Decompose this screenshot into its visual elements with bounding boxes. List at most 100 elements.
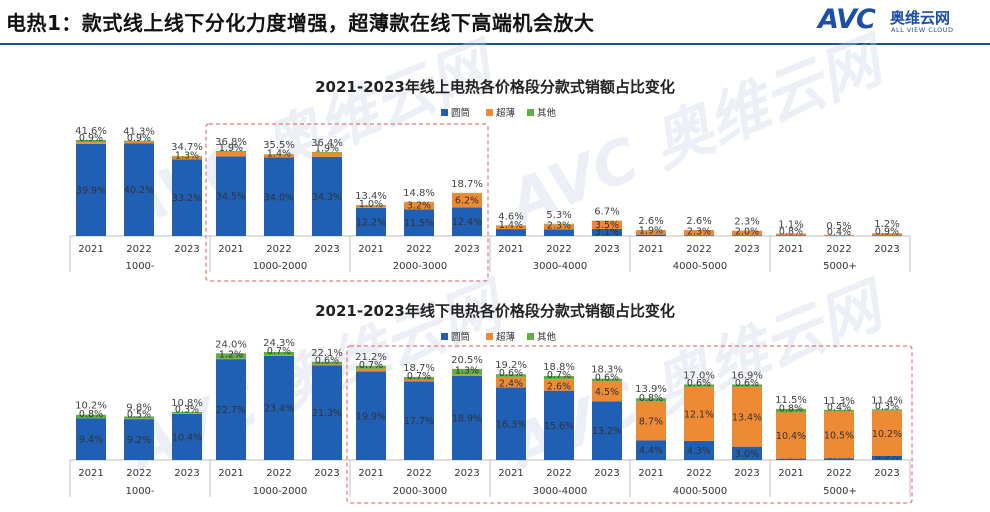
bar-segment-1: [312, 364, 342, 366]
year-tick-label: 2023: [454, 244, 479, 255]
bar-segment-0: [636, 440, 666, 460]
segment-label: 39.9%: [76, 185, 106, 196]
bar-segment-0: [824, 458, 854, 460]
total-label: 5.3%: [546, 210, 571, 221]
total-label: 24.3%: [263, 338, 295, 349]
legend-swatch-1: [486, 109, 493, 116]
bar-segment-1: [76, 142, 106, 144]
bar-segment-1: [824, 234, 854, 236]
total-label: 22.1%: [311, 348, 343, 359]
bar-segment-2: [452, 368, 482, 375]
segment-label: 4.3%: [687, 446, 711, 457]
bar-segment-0: [312, 156, 342, 236]
bar-segment-1: [732, 387, 762, 447]
segment-label: 10.4%: [776, 431, 806, 442]
total-label: 18.8%: [543, 362, 575, 373]
segment-label: 13.4%: [732, 412, 762, 423]
logo-mark: AVC: [818, 4, 876, 35]
segment-label: 21.3%: [312, 408, 342, 419]
total-label: 36.4%: [311, 138, 343, 149]
year-tick-label: 2021: [638, 468, 663, 479]
year-tick-label: 2022: [826, 244, 851, 255]
bar-segment-1: [684, 230, 714, 236]
segment-label: 1.4%: [267, 149, 291, 160]
year-tick-label: 2023: [874, 244, 899, 255]
year-tick-label: 2021: [218, 468, 243, 479]
segment-label: 0.8%: [639, 393, 663, 404]
segment-label: 0.6%: [315, 355, 339, 366]
total-label: 9.8%: [126, 402, 151, 413]
bar-segment-2: [356, 365, 386, 369]
segment-label: 1.3%: [175, 150, 199, 161]
bar-segment-0: [264, 356, 294, 460]
segment-label: 0.8%: [779, 227, 803, 238]
total-label: 11.5%: [775, 395, 807, 406]
bar-segment-2: [592, 378, 622, 382]
year-tick-label: 2021: [778, 468, 803, 479]
bar-segment-0: [544, 390, 574, 460]
year-tick-label: 2021: [78, 468, 103, 479]
legend-label-1: 超薄: [496, 107, 516, 119]
year-tick-label: 2021: [218, 244, 243, 255]
segment-label: 0.6%: [687, 378, 711, 389]
segment-label: 17.7%: [404, 416, 434, 427]
group-label: 5000+: [823, 261, 857, 272]
segment-label: 9.2%: [127, 435, 151, 446]
year-tick-label: 2022: [546, 468, 571, 479]
total-label: 18.7%: [451, 179, 483, 190]
segment-label: 19.9%: [356, 411, 386, 422]
bar-segment-1: [404, 380, 434, 382]
group-label: 3000-4000: [533, 486, 588, 497]
segment-label: 15.6%: [544, 421, 574, 432]
bar-segment-0: [872, 456, 902, 460]
bar-segment-0: [312, 365, 342, 460]
bar-segment-2: [824, 409, 854, 412]
segment-label: 0.9%: [127, 133, 151, 144]
group-label: 2000-3000: [393, 261, 448, 272]
total-label: 10.8%: [171, 398, 203, 409]
total-label: 18.3%: [591, 365, 623, 376]
bar-segment-0: [76, 143, 106, 236]
segment-label: 2.3%: [547, 221, 571, 232]
segment-label: 0.7%: [547, 370, 571, 381]
bar-segment-1: [356, 368, 386, 372]
bar-segment-0: [776, 458, 806, 460]
year-tick-label: 2022: [126, 468, 151, 479]
bar-segment-1: [356, 205, 386, 208]
segment-label: 10.4%: [172, 432, 202, 443]
segment-label: 8.7%: [639, 417, 663, 428]
segment-label: 13.2%: [592, 426, 622, 437]
highlight-box: [346, 345, 913, 504]
bar-segment-0: [544, 229, 574, 236]
total-label: 17.0%: [683, 370, 715, 381]
bar-segment-0: [124, 143, 154, 236]
segment-label: 0.4%: [827, 403, 851, 414]
segment-label: 3.5%: [595, 220, 619, 231]
segment-label: 10.2%: [872, 429, 902, 440]
bar-segment-2: [216, 151, 246, 152]
bar-segment-1: [264, 355, 294, 356]
segment-label: 6.2%: [455, 196, 479, 207]
total-label: 21.2%: [355, 352, 387, 363]
group-label: 1000-2000: [253, 261, 308, 272]
bar-segment-1: [592, 220, 622, 229]
year-tick-label: 2023: [174, 244, 199, 255]
group-label: 1000-2000: [253, 486, 308, 497]
total-label: 4.6%: [498, 211, 523, 222]
legend-swatch-0: [441, 109, 448, 116]
year-tick-label: 2022: [406, 244, 431, 255]
bar-segment-0: [216, 359, 246, 460]
chart-title: 2021-2023年线上电热各价格段分款式销额占比变化: [315, 78, 675, 96]
bar-segment-1: [312, 152, 342, 157]
segment-label: 4.5%: [595, 387, 619, 398]
segment-label: 11.5%: [404, 218, 434, 229]
year-tick-label: 2022: [126, 244, 151, 255]
legend-label-2: 其他: [537, 107, 557, 119]
bar-segment-2: [636, 398, 666, 402]
total-label: 34.7%: [171, 142, 203, 153]
total-label: 18.7%: [403, 363, 435, 374]
segment-label: 0.9%: [875, 451, 899, 462]
bar-segment-1: [404, 202, 434, 210]
segment-label: 0.9%: [875, 226, 899, 237]
bar-segment-2: [496, 374, 526, 377]
